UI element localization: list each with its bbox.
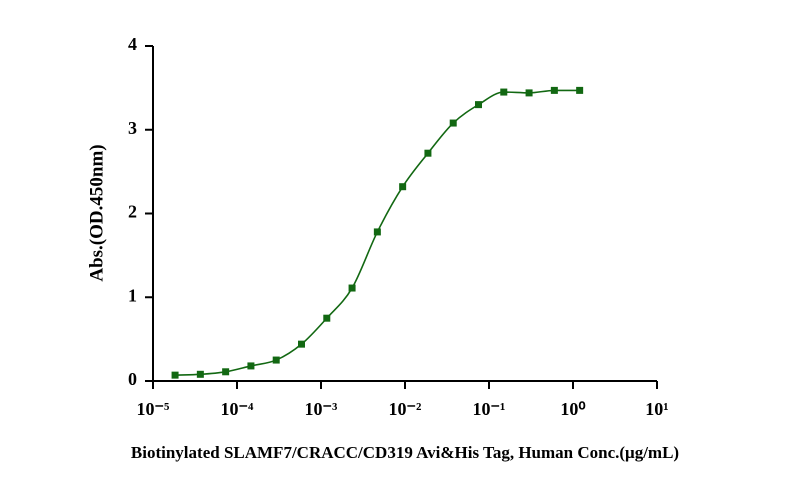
- data-point: [550, 86, 558, 94]
- x-tick-label: 10⁰: [560, 399, 585, 419]
- data-point: [171, 371, 179, 379]
- data-point: [424, 149, 432, 157]
- y-axis-label: Abs.(OD.450nm): [86, 144, 107, 281]
- data-point: [348, 284, 356, 292]
- x-axis-label: Biotinylated SLAMF7/CRACC/CD319 Avi&His …: [131, 443, 679, 462]
- y-tick-label: 1: [128, 285, 137, 305]
- data-point: [222, 368, 230, 376]
- data-point: [475, 101, 483, 109]
- data-point: [272, 356, 280, 364]
- data-point: [373, 228, 381, 236]
- data-point: [449, 119, 457, 127]
- data-point: [323, 314, 331, 322]
- data-point: [247, 362, 255, 370]
- y-tick-label: 2: [128, 202, 137, 222]
- x-tick-label: 10⁻³: [305, 399, 339, 419]
- x-tick-label: 10⁻²: [389, 399, 422, 419]
- y-tick-label: 3: [128, 118, 137, 138]
- x-tick-label: 10⁻⁵: [137, 399, 171, 419]
- data-point: [500, 88, 508, 96]
- data-point: [576, 86, 584, 94]
- data-point: [399, 183, 407, 191]
- y-tick-label: 4: [128, 34, 137, 54]
- data-point: [297, 340, 305, 348]
- x-tick-label: 10¹: [645, 399, 668, 419]
- x-tick-label: 10⁻⁴: [221, 399, 255, 419]
- y-tick-label: 0: [128, 369, 137, 389]
- data-point: [525, 89, 533, 97]
- x-tick-label: 10⁻¹: [473, 399, 506, 419]
- data-point: [196, 370, 204, 378]
